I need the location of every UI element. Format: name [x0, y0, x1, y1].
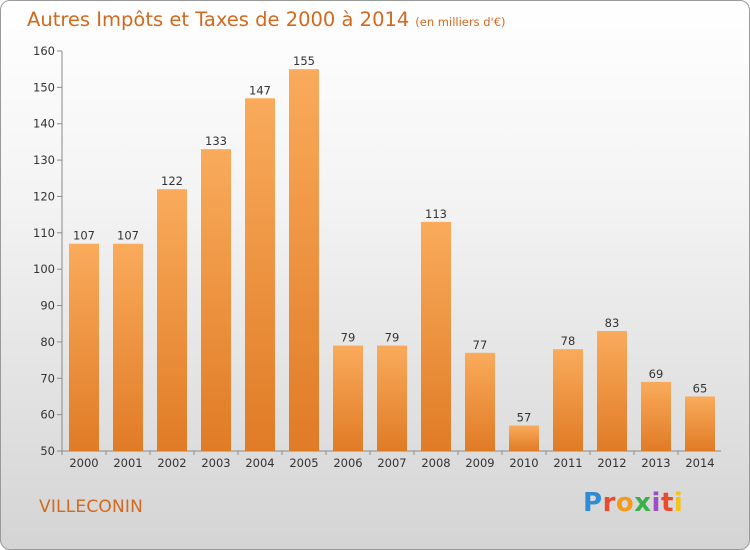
x-tick-label: 2006 [333, 456, 362, 470]
x-tick-label: 2014 [685, 456, 714, 470]
bar [289, 69, 319, 451]
data-labels: 107 107 122 133 147 155 79 79 113 77 57 78 83 69 65 [73, 54, 707, 424]
data-label: 78 [561, 334, 576, 348]
x-tick-label: 2000 [69, 456, 98, 470]
x-tick-label: 2002 [157, 456, 186, 470]
logo-letter: o [615, 488, 635, 518]
bar [509, 425, 539, 451]
bar [685, 396, 715, 451]
logo-letter: t [660, 488, 674, 518]
data-label: 83 [605, 316, 620, 330]
y-tick-label: 120 [33, 189, 55, 203]
logo-letter: P [583, 488, 603, 518]
bar [465, 352, 495, 451]
bar-series [69, 69, 715, 451]
y-tick-label: 160 [33, 44, 55, 58]
x-tick-label: 2003 [201, 456, 230, 470]
y-tick-label: 130 [33, 153, 55, 167]
data-label: 57 [517, 411, 532, 425]
bar [553, 349, 583, 451]
data-label: 79 [341, 331, 356, 345]
data-label: 107 [117, 229, 139, 243]
chart-title-text: Autres Impôts et Taxes de 2000 à 2014 [27, 8, 410, 31]
data-label: 113 [425, 207, 447, 221]
bar [201, 149, 231, 451]
x-tick-label: 2013 [641, 456, 670, 470]
y-tick-label: 50 [40, 444, 55, 458]
bar [333, 345, 363, 451]
x-tick-label: 2008 [421, 456, 450, 470]
place-name: VILLECONIN [39, 497, 144, 517]
proxiti-logo: Proxiti [583, 488, 683, 518]
logo-letter: x [634, 488, 652, 518]
data-label: 79 [385, 331, 400, 345]
logo-letter: r [602, 488, 616, 518]
logo-letter: i [673, 488, 684, 518]
x-tick-label: 2012 [597, 456, 626, 470]
x-tick-label: 2010 [509, 456, 538, 470]
data-label: 65 [693, 381, 708, 395]
y-tick-label: 150 [33, 80, 55, 94]
y-tick-label: 60 [40, 408, 55, 422]
data-label: 133 [205, 134, 227, 148]
data-label: 155 [293, 54, 315, 68]
y-tick-label: 70 [40, 371, 55, 385]
data-label: 147 [249, 83, 271, 97]
bar [157, 189, 187, 451]
x-tick-label: 2007 [377, 456, 406, 470]
bar [597, 331, 627, 451]
bar [641, 381, 671, 451]
bar [245, 98, 275, 451]
bar [377, 345, 407, 451]
chart-title: Autres Impôts et Taxes de 2000 à 2014 (en… [27, 8, 506, 31]
x-tick-label: 2009 [465, 456, 494, 470]
bar [421, 221, 451, 451]
bar [113, 243, 143, 451]
data-label: 107 [73, 229, 95, 243]
y-tick-label: 90 [40, 299, 55, 313]
bar [69, 243, 99, 451]
data-label: 69 [649, 367, 664, 381]
y-tick-label: 110 [33, 226, 55, 240]
x-tick-label: 2001 [113, 456, 142, 470]
logo-letter: i [651, 488, 661, 518]
chart-title-unit: (en milliers d'€) [415, 15, 506, 29]
data-label: 122 [161, 174, 183, 188]
y-tick-label: 140 [33, 117, 55, 131]
x-tick-label: 2011 [553, 456, 582, 470]
y-tick-label: 100 [33, 262, 55, 276]
data-label: 77 [473, 338, 488, 352]
y-tick-label: 80 [40, 335, 55, 349]
x-tick-label: 2004 [245, 456, 274, 470]
x-tick-label: 2005 [289, 456, 318, 470]
